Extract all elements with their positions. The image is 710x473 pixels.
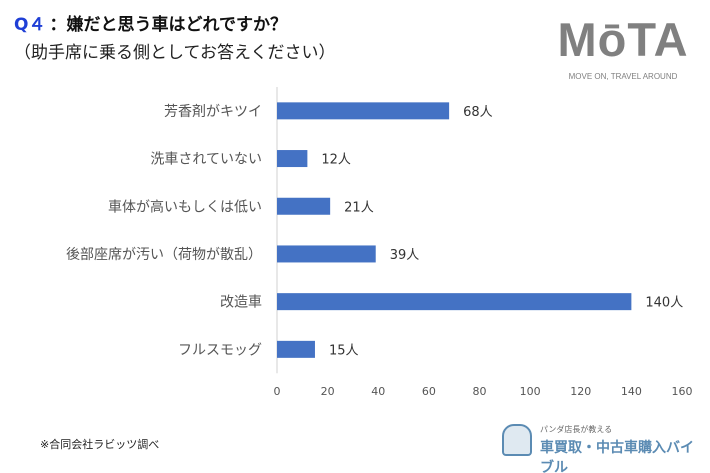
data-label: 15人 xyxy=(329,343,359,358)
question-subtitle: （助手席に乗る側としてお答えください） xyxy=(14,43,336,63)
bar xyxy=(277,197,331,215)
x-tick-label: 20 xyxy=(321,385,335,398)
data-label: 68人 xyxy=(463,105,493,120)
source-note: ※合同会社ラビッツ調べ xyxy=(40,438,160,451)
x-tick-label: 160 xyxy=(672,385,693,398)
logo-tagline: MOVE ON, TRAVEL AROUND xyxy=(568,72,678,81)
data-label: 12人 xyxy=(321,153,351,168)
category-label: 改造車 xyxy=(220,294,262,311)
bar xyxy=(277,150,308,168)
bar xyxy=(277,245,376,263)
category-label: 洗車されていない xyxy=(150,151,262,168)
data-label: 140人 xyxy=(645,296,683,311)
x-tick-label: 60 xyxy=(422,385,436,398)
bar xyxy=(277,293,632,311)
brand-main-text: 車買取・中古車購入バイブル xyxy=(540,440,694,473)
data-label: 21人 xyxy=(344,200,374,215)
category-label: フルスモッグ xyxy=(178,342,262,358)
brand-logo: パンダ店長が教える 車買取・中古車購入バイブル xyxy=(500,420,705,473)
x-tick-label: 140 xyxy=(621,385,642,398)
question-title: Q４ ：嫌だと思う車はどれですか？ xyxy=(14,10,287,35)
logo-text: MōTA xyxy=(557,13,689,66)
brand-small-text: パンダ店長が教える xyxy=(540,425,613,434)
bar xyxy=(277,102,450,120)
x-tick-label: 100 xyxy=(520,385,541,398)
x-tick-label: 80 xyxy=(473,385,487,398)
question-text: ：嫌だと思う車はどれですか？ xyxy=(49,15,287,35)
x-tick-label: 40 xyxy=(371,385,385,398)
bar xyxy=(277,340,315,358)
data-label: 39人 xyxy=(390,248,420,263)
x-tick-label: 120 xyxy=(570,385,591,398)
category-label: 車体が高いもしくは低い xyxy=(108,198,262,215)
x-tick-label: 0 xyxy=(274,385,281,398)
panda-icon xyxy=(502,424,532,456)
category-label: 後部座席が汚い（荷物が散乱） xyxy=(66,247,262,263)
category-label: 芳香剤がキツイ xyxy=(164,103,262,120)
question-number: Q４ xyxy=(14,15,46,35)
mota-logo: MōTA MOVE ON, TRAVEL AROUND xyxy=(553,13,693,82)
